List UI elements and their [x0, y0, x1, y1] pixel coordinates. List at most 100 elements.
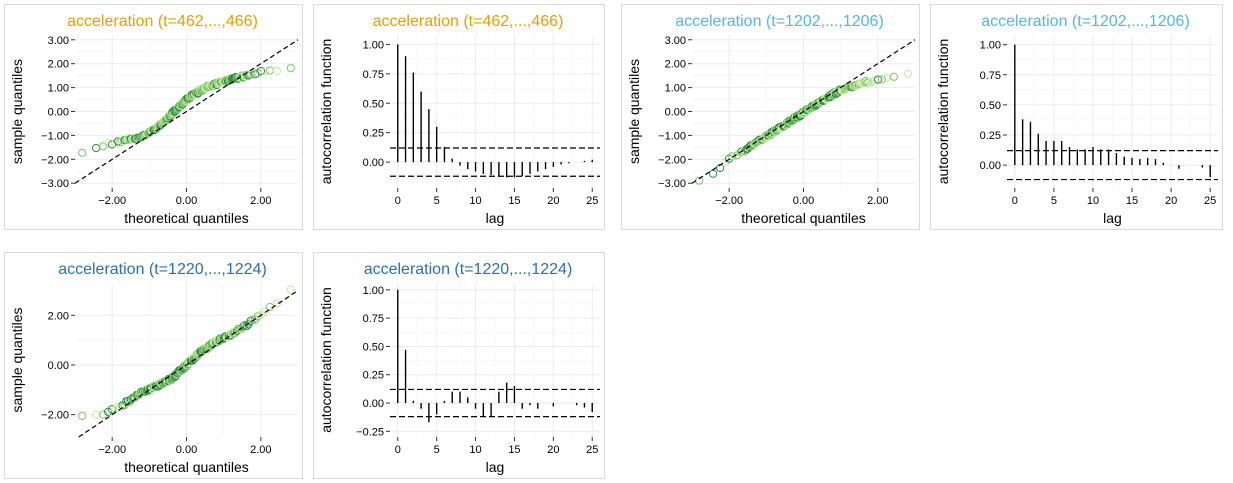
chart-title: acceleration (t=1220,...,1224): [58, 261, 267, 278]
y-tick-label: 0.75: [363, 69, 384, 81]
qq-point: [256, 66, 266, 76]
x-tick-label: 5: [434, 444, 440, 456]
x-tick-label: 15: [1126, 195, 1138, 207]
qq-point: [859, 79, 868, 88]
y-tick-label: 0.00: [665, 107, 686, 119]
y-axis-label: autocorrelation function: [318, 39, 334, 185]
acf-panel-t1220: acceleration (t=1220,...,1224) −0.25 0.00 0…: [313, 252, 605, 479]
qq-panel-t1202: acceleration (t=1202,...,1206) −3.00 −2.00…: [621, 4, 920, 230]
qq-panel-t462: acceleration (t=462,...,466) −3.00 −2.00 −1…: [4, 4, 303, 230]
y-tick-label: 3.00: [665, 35, 686, 47]
qq-point: [78, 411, 87, 421]
y-tick-label: 0.00: [363, 157, 384, 169]
x-tick-label: 20: [547, 444, 559, 456]
qq-point: [240, 320, 250, 329]
y-tick-label: 1.00: [980, 40, 1001, 52]
x-tick-label: 5: [434, 195, 440, 207]
acf-chart-t1202: acceleration (t=1202,...,1206) 0.00 0.25 0.…: [935, 13, 1218, 226]
y-tick-label: 1.00: [363, 39, 384, 51]
x-tick-label: 2.00: [250, 195, 271, 207]
reference-line: [78, 289, 299, 438]
qq-point: [903, 69, 912, 78]
y-axis-label: sample quantiles: [9, 307, 25, 412]
qq-point: [286, 64, 295, 73]
y-tick-label: 0.00: [980, 160, 1001, 172]
acf-chart-t462: acceleration (t=462,...,466) 0.00 0.25 0.50…: [318, 13, 600, 226]
chart-title: acceleration (t=462,...,466): [67, 13, 258, 30]
y-tick-label: −2.00: [658, 154, 686, 166]
chart-title: acceleration (t=462,...,466): [373, 13, 564, 30]
chart-title: acceleration (t=1202,...,1206): [675, 13, 884, 30]
qq-point: [240, 72, 250, 81]
x-axis-label: lag: [486, 210, 505, 226]
y-axis-label: autocorrelation function: [318, 287, 334, 433]
x-tick-label: 15: [508, 444, 520, 456]
qq-point: [260, 67, 269, 76]
y-tick-label: 2.00: [48, 310, 69, 322]
y-axis-label: sample quantiles: [626, 59, 642, 164]
qq-point: [116, 403, 125, 412]
qq-point: [239, 321, 248, 331]
qq-chart-t1202: acceleration (t=1202,...,1206) −3.00 −2.00…: [626, 13, 916, 226]
y-tick-label: 0.50: [363, 98, 384, 110]
x-tick-label: 15: [508, 195, 520, 207]
y-tick-label: 3.00: [48, 35, 69, 47]
x-tick-label: 25: [586, 444, 598, 456]
qq-point: [851, 81, 860, 90]
qq-point: [216, 335, 225, 344]
qq-point: [873, 75, 883, 84]
reference-line: [74, 39, 299, 184]
x-tick-label: 20: [1165, 195, 1177, 207]
y-tick-label: −0.25: [356, 426, 384, 438]
y-tick-label: −1.00: [41, 130, 69, 142]
qq-panel-t1220: acceleration (t=1220,...,1224) −2.00 0.00 2…: [4, 252, 303, 479]
y-tick-label: 0.00: [48, 107, 69, 119]
y-axis-label: sample quantiles: [9, 59, 25, 164]
y-tick-label: 0.25: [980, 130, 1001, 142]
y-tick-label: −1.00: [658, 130, 686, 142]
x-axis-label: lag: [486, 459, 505, 475]
x-tick-label: 20: [547, 195, 559, 207]
qq-point: [728, 152, 737, 161]
qq-point: [272, 299, 282, 308]
y-tick-label: 2.00: [665, 59, 686, 71]
y-tick-label: −2.00: [41, 154, 69, 166]
y-tick-label: 0.75: [980, 70, 1001, 82]
y-tick-label: 1.00: [665, 83, 686, 95]
qq-point: [224, 76, 233, 85]
x-axis-label: theoretical quantiles: [741, 210, 866, 226]
y-tick-label: 0.50: [363, 341, 384, 353]
qq-chart-t462: acceleration (t=462,...,466) −3.00 −2.00 −1…: [9, 13, 299, 226]
y-tick-label: 1.00: [48, 83, 69, 95]
x-tick-label: 0: [395, 444, 401, 456]
chart-title: acceleration (t=1202,...,1206): [981, 13, 1190, 30]
qq-point: [877, 75, 886, 84]
x-axis-label: lag: [1103, 210, 1122, 226]
acf-chart-t1220: acceleration (t=1220,...,1224) −0.25 0.00 0…: [318, 261, 600, 475]
y-tick-label: −3.00: [658, 178, 686, 190]
x-tick-label: 10: [469, 195, 481, 207]
x-tick-label: −2.00: [715, 195, 743, 207]
y-tick-label: −3.00: [41, 178, 69, 190]
x-tick-label: 2.00: [250, 444, 271, 456]
qq-point: [735, 149, 744, 158]
y-tick-label: 0.00: [363, 398, 384, 410]
x-tick-label: 10: [1087, 195, 1099, 207]
x-tick-label: 0.00: [176, 444, 197, 456]
x-tick-label: 0: [1012, 195, 1018, 207]
y-tick-label: −2.00: [41, 410, 69, 422]
acf-panel-t462: acceleration (t=462,...,466) 0.00 0.25 0.50…: [313, 4, 605, 230]
y-tick-label: 0.25: [363, 128, 384, 140]
x-tick-label: 0.00: [793, 195, 814, 207]
qq-point: [286, 285, 295, 294]
x-axis-label: theoretical quantiles: [124, 459, 249, 475]
x-tick-label: 25: [586, 195, 598, 207]
qq-point: [889, 72, 899, 81]
x-tick-label: −2.00: [98, 444, 126, 456]
y-axis-label: autocorrelation function: [935, 39, 951, 185]
y-tick-label: 1.00: [363, 285, 384, 297]
reference-line: [691, 39, 916, 184]
y-tick-label: 0.25: [363, 370, 384, 382]
x-tick-label: 25: [1204, 195, 1216, 207]
x-tick-label: 5: [1051, 195, 1057, 207]
